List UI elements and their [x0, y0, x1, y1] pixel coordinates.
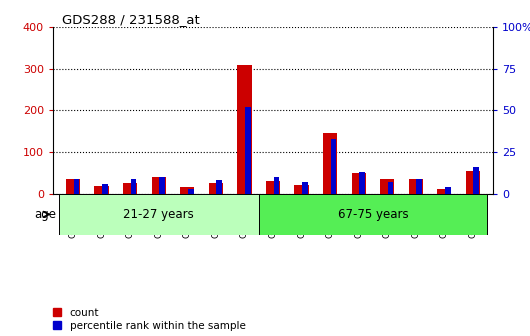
Bar	[323, 133, 337, 194]
Bar	[209, 183, 223, 194]
Bar	[59, 194, 259, 235]
Bar	[66, 179, 80, 194]
Bar	[437, 190, 452, 194]
Legend: count, percentile rank within the sample: count, percentile rank within the sample	[53, 308, 245, 331]
Bar	[102, 183, 108, 194]
Bar	[237, 65, 252, 194]
Text: 21-27 years: 21-27 years	[123, 208, 194, 221]
Bar	[188, 188, 193, 194]
Text: GDS288 / 231588_at: GDS288 / 231588_at	[62, 13, 200, 26]
Bar	[409, 179, 423, 194]
Bar	[466, 171, 480, 194]
Bar	[131, 178, 136, 194]
Bar	[123, 183, 137, 194]
Bar	[417, 178, 422, 194]
Bar	[216, 180, 222, 194]
Bar	[331, 138, 337, 194]
Bar	[159, 177, 165, 194]
Bar	[266, 181, 280, 194]
Bar	[388, 182, 393, 194]
Bar	[273, 177, 279, 194]
Bar	[259, 194, 487, 235]
Text: age: age	[34, 208, 56, 221]
Bar	[302, 182, 308, 194]
Bar	[380, 179, 394, 194]
Bar	[445, 187, 450, 194]
Bar	[152, 177, 166, 194]
Bar	[180, 187, 195, 194]
Bar	[294, 185, 308, 194]
Bar	[245, 107, 251, 194]
Bar	[473, 167, 479, 194]
Bar	[351, 173, 366, 194]
Bar	[359, 172, 365, 194]
Bar	[74, 178, 79, 194]
Bar	[94, 186, 109, 194]
Text: 67-75 years: 67-75 years	[338, 208, 408, 221]
